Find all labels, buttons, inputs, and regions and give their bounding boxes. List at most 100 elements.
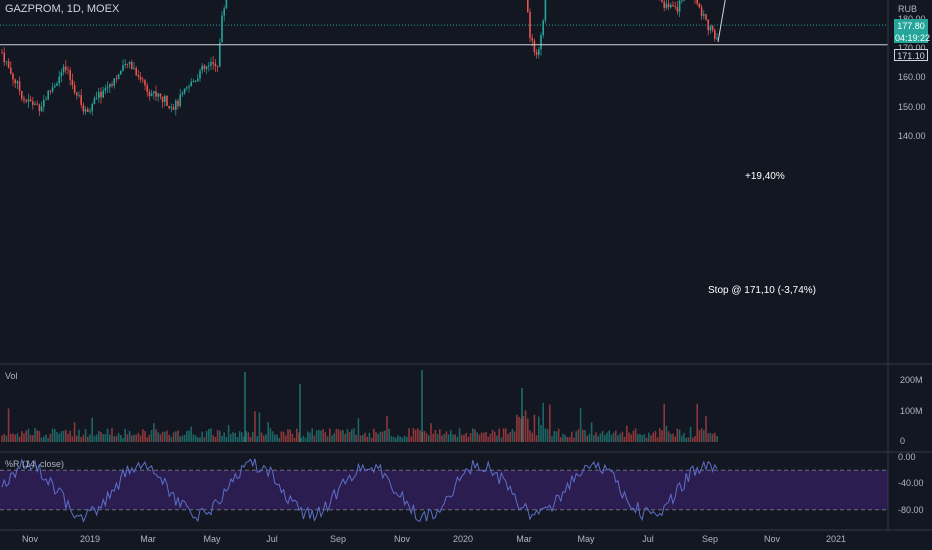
volume-bar [676, 428, 679, 442]
candle-body [89, 111, 91, 113]
volume-bar [645, 437, 648, 442]
volume-bar [309, 432, 311, 442]
volume-bar [406, 436, 408, 442]
volume-bar [595, 432, 597, 442]
candle-body [58, 76, 60, 84]
volume-bar [540, 425, 542, 442]
volume-bar [674, 436, 676, 442]
volume-spike [299, 384, 301, 442]
volume-bar [322, 429, 324, 442]
volume-bar [425, 433, 428, 442]
volume-bar [711, 433, 714, 442]
volume-bar [542, 402, 544, 442]
candle-body [221, 15, 223, 43]
volume-bar [216, 429, 219, 442]
candle-body [12, 73, 14, 80]
volume-bar [337, 429, 340, 442]
volume-bar [302, 435, 305, 442]
volume-bar [623, 436, 626, 442]
candle-body [150, 93, 153, 97]
volume-bar [124, 428, 126, 442]
candle-body [67, 69, 69, 71]
volume-bar [687, 437, 690, 442]
volume-bar [36, 430, 38, 442]
volume-bar [524, 410, 527, 442]
volume-bar [441, 435, 443, 442]
candle-body [148, 91, 151, 97]
candle-body [538, 49, 540, 55]
williams-tick: 0.00 [898, 452, 916, 462]
candle-body [199, 70, 201, 79]
volume-bar [599, 433, 602, 442]
candle-body [698, 3, 701, 8]
volume-bar [678, 429, 681, 442]
volume-bar [557, 428, 560, 442]
volume-bar [518, 416, 520, 442]
volume-bar [483, 432, 485, 442]
volume-bar [67, 434, 69, 442]
volume-bar [139, 435, 142, 442]
candle-body [32, 101, 34, 105]
candle-body [27, 99, 30, 102]
candle-body [700, 7, 703, 16]
volume-bar [355, 434, 357, 442]
williams-label[interactable]: %R (14, close) [5, 459, 65, 469]
volume-bar [249, 437, 252, 442]
candle-body [676, 7, 679, 12]
volume-bar [696, 403, 698, 442]
volume-bar [210, 428, 212, 442]
candle-body [14, 79, 16, 84]
volume-bar [153, 423, 155, 442]
volume-bar [632, 430, 635, 442]
volume-bar [379, 431, 382, 442]
volume-bar [485, 431, 487, 442]
volume-bar [269, 428, 272, 442]
volume-bar [65, 429, 67, 442]
volume-bar [274, 434, 276, 442]
price-tag-stop-level: 171.10 [894, 49, 928, 62]
volume-bar [38, 431, 41, 442]
candle-body [672, 4, 674, 7]
volume-bar [656, 437, 659, 442]
volume-bar [21, 431, 23, 442]
volume-bar [619, 433, 621, 442]
volume-bar [133, 434, 135, 442]
volume-bar [439, 429, 441, 442]
volume-bar [716, 436, 718, 442]
candle-body [93, 98, 96, 105]
volume-bar [282, 431, 285, 442]
volume-bar [450, 429, 452, 442]
volume-bar [197, 437, 199, 442]
volume-bar [487, 436, 489, 442]
volume-bar [586, 435, 588, 442]
time-tick: May [577, 534, 595, 544]
volume-bar [236, 437, 239, 442]
volume-bar [49, 433, 52, 442]
candle-body [10, 67, 12, 74]
candle-body [177, 100, 179, 107]
volume-bar [434, 429, 437, 442]
symbol-title[interactable]: GAZPROM, 1D, MOEX [5, 3, 120, 15]
volume-bar [315, 430, 318, 442]
volume-bar [265, 434, 267, 442]
volume-bar [7, 408, 10, 442]
panel-dividers [0, 0, 932, 531]
time-tick: Nov [763, 534, 781, 544]
volume-bar [304, 437, 307, 442]
volume-bar [353, 428, 355, 442]
volume-bar [234, 432, 236, 442]
volume-bar [661, 430, 663, 442]
candle-body [29, 99, 32, 102]
volume-bar [397, 435, 399, 442]
candle-body [87, 109, 89, 112]
candle-body [155, 91, 157, 97]
candle-body [115, 78, 118, 80]
candle-body [122, 65, 124, 71]
volume-bar [615, 430, 617, 442]
volume-bar [601, 430, 604, 442]
volume-bar [245, 431, 247, 442]
volume-bar [689, 426, 692, 442]
volume-bar [289, 429, 291, 442]
volume-label[interactable]: Vol [5, 371, 18, 381]
